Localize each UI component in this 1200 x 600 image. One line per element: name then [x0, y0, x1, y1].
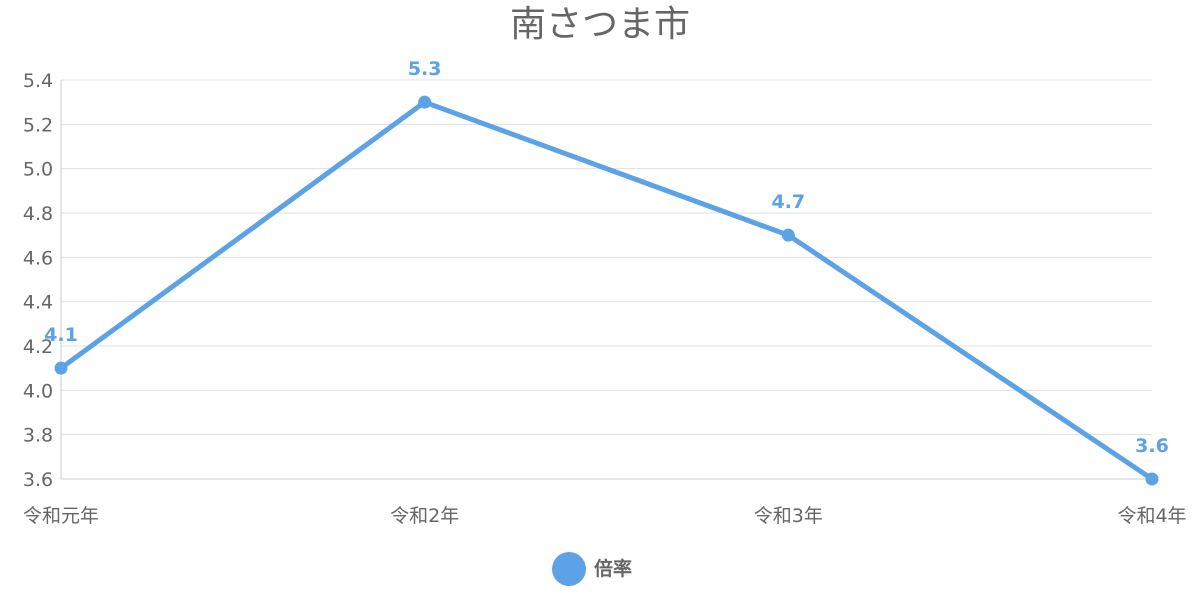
data-label: 4.1: [44, 324, 78, 346]
y-tick-label: 3.8: [23, 425, 53, 447]
x-axis-ticks: 令和元年 令和2年 令和3年 令和4年: [23, 505, 1187, 527]
series-line: [58, 99, 1155, 482]
data-point[interactable]: [781, 228, 795, 242]
data-label: 4.7: [771, 191, 805, 213]
y-tick-label: 5.0: [23, 159, 53, 181]
y-tick-label: 5.2: [23, 114, 53, 136]
x-tick-label: 令和2年: [390, 505, 459, 527]
legend-label[interactable]: 倍率: [594, 557, 632, 580]
x-tick-label: 令和元年: [23, 505, 99, 527]
data-label: 5.3: [408, 58, 442, 80]
grid: [60, 79, 1152, 480]
data-point[interactable]: [418, 95, 432, 109]
y-tick-label: 4.4: [23, 292, 53, 314]
legend-marker[interactable]: [552, 552, 586, 586]
x-tick-label: 令和3年: [754, 505, 823, 527]
y-tick-label: 4.8: [23, 203, 53, 225]
x-tick-label: 令和4年: [1117, 505, 1186, 527]
y-tick-label: 3.6: [23, 469, 53, 491]
series-layer: 4.1 5.3 4.7 3.6: [44, 58, 1169, 486]
y-tick-label: 5.4: [23, 70, 53, 92]
data-label: 3.6: [1135, 435, 1169, 457]
data-point[interactable]: [1145, 472, 1159, 486]
y-tick-label: 4.0: [23, 380, 53, 402]
y-tick-label: 4.6: [23, 247, 53, 269]
y-axis-ticks: 3.6 3.8 4.0 4.2 4.4 4.6 4.8 5.0 5.2 5.4: [23, 70, 53, 491]
legend[interactable]: 倍率: [552, 552, 632, 586]
y-tick-label: 4.2: [23, 336, 53, 358]
data-point[interactable]: [54, 361, 68, 375]
chart-title: 南さつま市: [510, 4, 690, 45]
